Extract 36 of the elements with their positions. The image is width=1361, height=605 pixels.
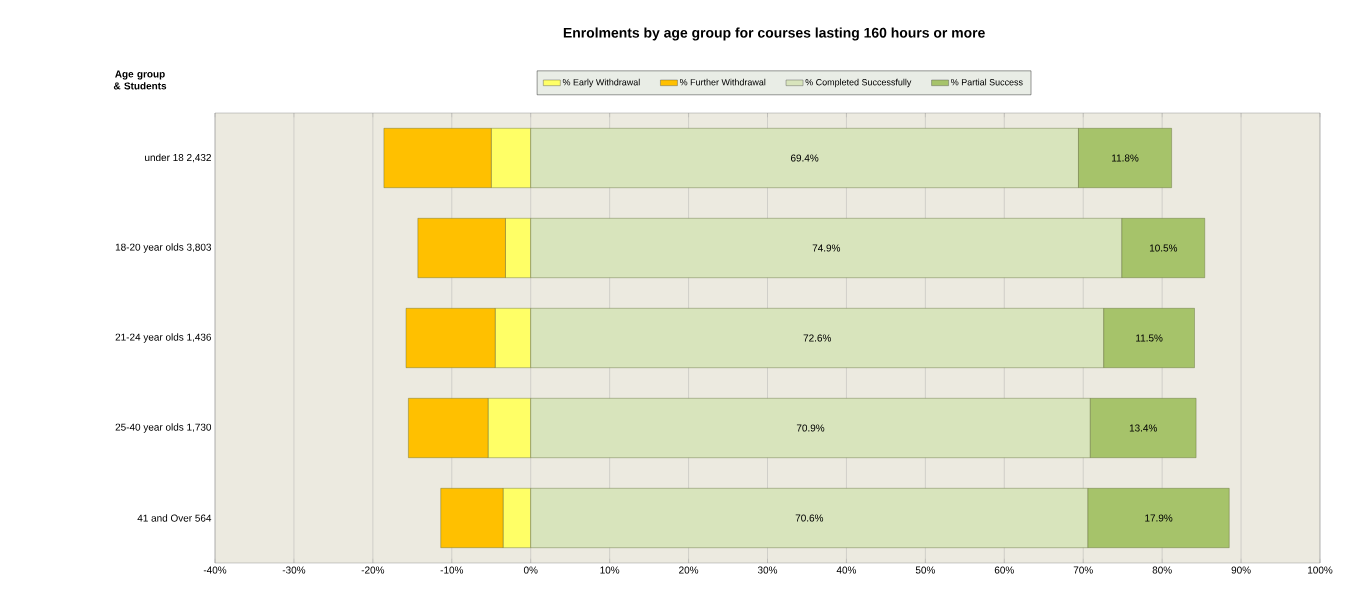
y-tick-label: 21-24 year olds 1,436 [115, 333, 212, 343]
data-label: 13.4% [1129, 424, 1157, 432]
legend-label: % Further Withdrawal [679, 78, 766, 86]
x-tick-label: 20% [679, 566, 699, 574]
chart-title: Enrolments by age group for courses lasting 160 hours or more [563, 27, 985, 41]
data-label: 11.8% [1112, 154, 1139, 162]
legend-label: % Early Withdrawal [562, 78, 640, 88]
x-tick-label: -10% [440, 566, 464, 574]
y-tick-label: 25-40 year olds 1,730 [115, 423, 212, 433]
text: Age group & Students [113, 70, 167, 90]
x-tick-label: -40% [203, 566, 227, 574]
x-tick-label: 10% [600, 566, 620, 574]
data-label: 70.9% [796, 424, 825, 432]
y-tick-label: 41 and Over 564 [137, 514, 212, 522]
data-label: 70.6% [795, 514, 824, 522]
x-tick-label: -20% [361, 566, 385, 574]
x-tick-label: 90% [1231, 566, 1251, 574]
legend-label: % Completed Successfully [805, 78, 912, 88]
legend-label: % Partial Success [951, 78, 1023, 86]
data-label: 69.4% [790, 154, 819, 162]
y-tick-label: under 18 2,432 [145, 153, 211, 163]
y-tick-label: 18-20 year olds 3,803 [115, 243, 212, 253]
data-label: 74.9% [812, 244, 841, 252]
x-tick-label: 40% [836, 566, 857, 574]
x-tick-label: 0% [523, 566, 538, 574]
x-tick-label: 30% [757, 566, 778, 574]
data-label: 72.6% [803, 334, 831, 342]
x-tick-label: 70% [1073, 566, 1093, 574]
data-label: 10.5% [1149, 244, 1178, 252]
x-tick-label: -30% [282, 566, 306, 574]
data-label: 17.9% [1145, 514, 1173, 522]
x-tick-label: 80% [1152, 566, 1172, 574]
data-label: 11.5% [1136, 334, 1163, 342]
x-tick-label: 60% [994, 566, 1014, 574]
x-tick-label: 50% [915, 566, 935, 574]
x-tick-label: 100% [1308, 566, 1333, 574]
